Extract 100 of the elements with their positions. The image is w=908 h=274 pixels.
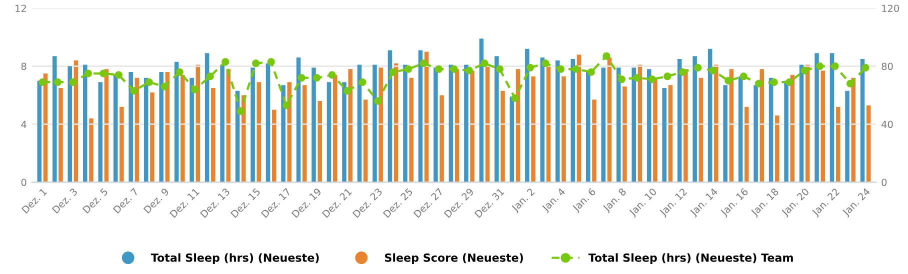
point [54,78,62,86]
bar [440,95,444,182]
point [709,66,717,74]
bar [287,82,292,182]
x-tick-label: Jan. 20 [780,188,811,218]
point [648,75,656,84]
x-tick-label: Dez. 9 [143,188,170,214]
bar [272,110,276,182]
x-tick-label: Dez. 15 [230,188,261,218]
bar [318,101,322,182]
x-tick-label: Dez. 11 [170,188,200,218]
bar [312,68,316,182]
x-tick-label: Jan. 24 [842,188,872,218]
bar [723,85,728,182]
y2-tick-label: 120 [882,4,899,12]
point [389,68,397,76]
bar [814,53,819,182]
x-tick-label: Jan. 8 [602,188,628,214]
bar [646,69,652,182]
point [542,59,550,68]
point [343,87,352,95]
point [84,70,92,78]
point [465,66,474,74]
x-tick-label: Dez. 3 [52,188,78,214]
point [678,68,686,76]
legend-label: Total Sleep (hrs) (Neueste) Team [588,253,793,264]
bar [662,88,666,182]
bar [52,56,57,182]
bar [653,79,658,182]
bar [616,68,621,182]
bar [58,88,63,182]
point [69,78,77,86]
x-tick-label: Dez. 27 [413,188,444,218]
bar [470,70,474,182]
point [312,74,321,82]
bar [714,64,718,182]
x-tick-label: Dez. 21 [322,188,352,218]
point [770,78,778,86]
point [755,80,763,88]
x-tick-label: Jan. 4 [541,188,567,214]
point [191,86,199,94]
point [664,72,672,80]
bar [266,63,270,182]
y2-tick-label: 0 [882,178,887,186]
x-tick-label: Dez. 1 [21,188,48,214]
bar [281,85,286,182]
point [282,102,290,110]
point [526,64,534,72]
bar [128,72,133,182]
point [480,59,488,68]
bar [775,116,780,182]
point [100,70,108,78]
legend-label: Sleep Score (Neueste) [384,253,523,264]
point [450,65,458,73]
bar [845,90,850,182]
bar [159,72,164,182]
point [740,72,748,80]
point [724,76,732,85]
x-tick-label: Dez. 5 [82,188,108,214]
point [222,58,230,66]
bar [592,100,596,182]
point [404,65,412,73]
x-tick-label: Jan. 16 [720,188,750,218]
point [130,87,138,95]
x-tick-label: Jan. 22 [811,188,841,218]
point [862,64,870,72]
bar [190,78,194,182]
point [38,78,46,86]
y-tick-label: 12 [16,4,26,12]
point [206,72,214,80]
x-tick-label: Dez. 25 [382,188,413,218]
y2-tick-label: 40 [882,120,893,128]
y-tick-label: 8 [21,62,26,70]
bar [220,64,224,182]
point [846,80,854,88]
point [252,59,260,68]
point [602,52,610,60]
point [831,62,839,70]
x-tick-label: Dez. 29 [444,188,474,218]
bar [150,92,154,182]
bar [622,86,627,182]
x-tick-label: Jan. 6 [572,188,598,214]
x-tick-label: Jan. 12 [658,188,689,218]
point [374,97,382,105]
point [114,71,122,79]
bar [250,68,255,182]
bar [82,64,88,182]
bar [409,78,414,182]
bar [242,95,246,182]
bar [698,78,704,182]
bar [744,106,749,182]
bar [204,53,210,182]
bar [531,76,536,182]
point [694,64,702,72]
bar [525,48,530,182]
bar [403,64,408,182]
bar [378,68,383,182]
point [160,82,168,90]
y-tick-label: 4 [21,120,26,128]
bar [754,85,758,182]
